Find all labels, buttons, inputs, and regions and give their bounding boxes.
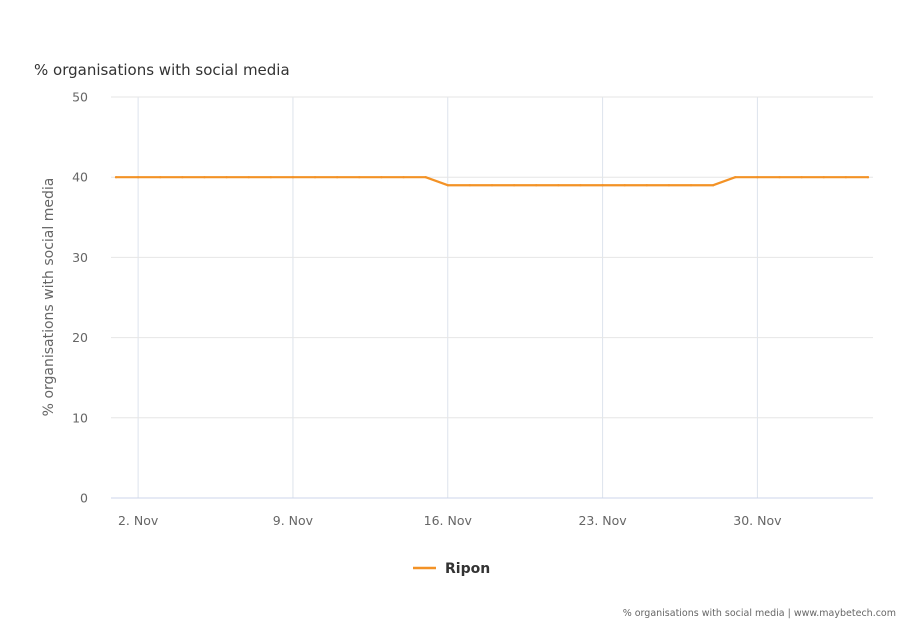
data-point[interactable] — [181, 176, 184, 179]
data-point[interactable] — [778, 176, 781, 179]
x-tick-label: 2. Nov — [118, 513, 159, 528]
data-point[interactable] — [269, 176, 272, 179]
data-point[interactable] — [336, 176, 339, 179]
y-tick-label: 50 — [72, 90, 88, 105]
data-point[interactable] — [535, 184, 538, 187]
data-point[interactable] — [490, 184, 494, 187]
data-point[interactable] — [225, 176, 228, 179]
data-point[interactable] — [313, 176, 317, 179]
y-gridlines — [111, 96, 873, 419]
data-point[interactable] — [601, 184, 604, 187]
data-point[interactable] — [579, 184, 582, 187]
y-tick-label: 20 — [72, 330, 88, 345]
x-tick-labels: 2. Nov 9. Nov 16. Nov 23. Nov 30. Nov — [118, 513, 782, 528]
data-point[interactable] — [756, 176, 759, 179]
data-point[interactable] — [358, 176, 361, 179]
data-point[interactable] — [468, 184, 471, 187]
y-axis-label: % organisations with social media — [41, 178, 57, 417]
y-tick-label: 10 — [72, 410, 88, 425]
y-tick-label: 0 — [80, 491, 88, 506]
data-point[interactable] — [137, 176, 140, 179]
data-point[interactable] — [645, 184, 648, 187]
data-point[interactable] — [424, 176, 427, 179]
data-point[interactable] — [667, 184, 671, 187]
chart-title: % organisations with social media — [34, 61, 290, 79]
data-point[interactable] — [623, 184, 626, 187]
series-line-ripon[interactable] — [114, 176, 870, 187]
data-point[interactable] — [712, 184, 715, 187]
data-point[interactable] — [513, 184, 516, 187]
data-point[interactable] — [734, 176, 737, 179]
x-tick-label: 23. Nov — [578, 513, 627, 528]
data-point[interactable] — [844, 176, 847, 179]
data-point[interactable] — [291, 176, 295, 179]
x-tick-label: 9. Nov — [273, 513, 314, 528]
data-point[interactable] — [866, 176, 870, 179]
data-point[interactable] — [114, 176, 118, 179]
data-point[interactable] — [203, 176, 206, 179]
data-point[interactable] — [446, 184, 449, 187]
data-point[interactable] — [800, 176, 803, 179]
data-point[interactable] — [689, 184, 693, 187]
data-point[interactable] — [159, 176, 162, 179]
series-layer — [114, 176, 870, 187]
data-point[interactable] — [402, 176, 405, 179]
data-point[interactable] — [247, 176, 250, 179]
y-tick-labels: 0 10 20 30 40 50 — [72, 90, 88, 506]
x-tick-label: 30. Nov — [733, 513, 782, 528]
y-tick-label: 30 — [72, 250, 88, 265]
legend-label-ripon[interactable]: Ripon — [445, 561, 490, 577]
data-point[interactable] — [822, 176, 825, 179]
y-tick-label: 40 — [72, 170, 88, 185]
chart-credit[interactable]: % organisations with social media | www.… — [623, 608, 896, 619]
legend[interactable]: Ripon — [413, 561, 490, 577]
data-point[interactable] — [380, 176, 383, 179]
data-point[interactable] — [557, 184, 560, 187]
x-gridlines — [137, 97, 758, 498]
x-tick-label: 16. Nov — [424, 513, 473, 528]
